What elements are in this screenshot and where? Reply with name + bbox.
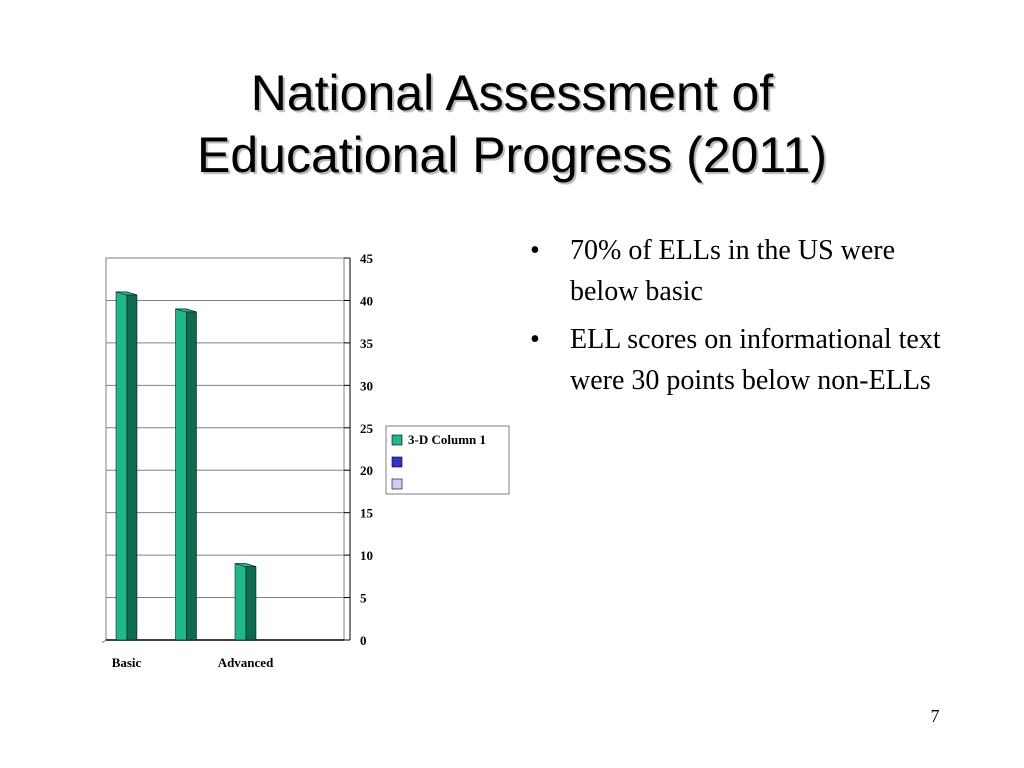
y-tick-label: 5 <box>360 591 367 606</box>
bar <box>175 308 197 641</box>
bar-front <box>175 308 187 641</box>
bullet-item: • 70% of ELLs in the US were below basic <box>528 230 948 312</box>
chart-x-axis: Basic Advanced <box>112 655 274 670</box>
bar-top <box>115 291 138 296</box>
y-tick-label: 15 <box>360 506 374 521</box>
bullet-text: 70% of ELLs in the US were below basic <box>570 235 896 307</box>
y-tick-label: 40 <box>360 293 373 308</box>
bar <box>115 291 138 641</box>
bullet-item: • ELL scores on informational text were … <box>528 319 948 401</box>
bar <box>234 563 257 641</box>
legend-swatch <box>391 456 403 468</box>
legend-label: 3-D Column 1 <box>408 432 486 447</box>
bar-side <box>245 563 257 641</box>
slide-title-line-2: Educational Progress (2011) <box>197 127 827 183</box>
chart-floor-edge <box>101 639 107 644</box>
slide-title-line-1: National Assessment of <box>250 65 774 121</box>
bullet-text: ELL scores on informational text were 30… <box>570 324 941 396</box>
bullet-dot-icon: • <box>530 324 540 355</box>
y-tick-label: 25 <box>360 421 374 436</box>
y-tick-label: 30 <box>360 378 373 393</box>
chart-bars <box>115 291 316 641</box>
y-tick-label: 20 <box>360 463 373 478</box>
legend-swatch <box>391 434 403 446</box>
bar-front <box>234 563 247 641</box>
bullet-dot-icon: • <box>530 235 540 266</box>
bar-top <box>234 563 257 567</box>
bar-side <box>186 308 197 641</box>
x-category-label: Basic <box>112 655 142 670</box>
chart-gridlines <box>106 257 344 641</box>
y-tick-label: 0 <box>360 633 367 648</box>
legend-swatch <box>391 478 403 490</box>
legend-box <box>385 425 510 495</box>
chart-plot-frame <box>105 257 345 641</box>
slide-title: National Assessment of Educational Progr… <box>60 62 964 186</box>
bar-top <box>175 308 197 313</box>
bar-front <box>115 291 128 641</box>
y-tick-label: 45 <box>360 251 374 266</box>
y-tick-label: 10 <box>360 548 373 563</box>
x-category-label: Advanced <box>218 655 274 670</box>
y-tick-label: 35 <box>360 336 374 351</box>
bar-side <box>126 291 138 641</box>
bullet-list: • 70% of ELLs in the US were below basic… <box>528 230 948 408</box>
chart-y-axis: 0 5 10 15 20 25 30 35 40 45 <box>344 251 374 648</box>
chart-legend: 3-D Column 1 <box>385 425 510 495</box>
page-number: 7 <box>930 706 940 726</box>
